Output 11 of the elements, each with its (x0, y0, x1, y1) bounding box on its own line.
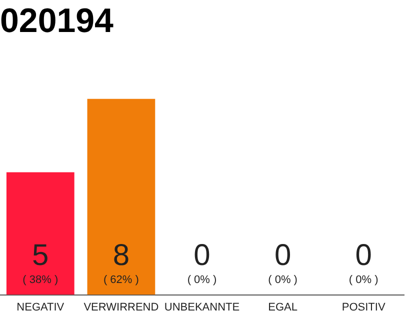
x-tick-label: UNBEKANNTE (164, 301, 240, 314)
x-tick-label: VERWIRREND (84, 301, 159, 314)
x-tick-label: POSITIV (342, 301, 386, 314)
data-label: 0 ( 0% ) (187, 238, 217, 286)
data-label: 8 ( 62% ) (103, 238, 139, 286)
x-tick-label: NEGATIV (16, 301, 65, 314)
chart-title: 020194 (0, 2, 114, 40)
data-label: 0 ( 0% ) (268, 238, 298, 286)
data-label: 5 ( 38% ) (22, 238, 58, 286)
data-label: 0 ( 0% ) (348, 238, 378, 286)
x-tick-label: EGAL (268, 301, 298, 314)
